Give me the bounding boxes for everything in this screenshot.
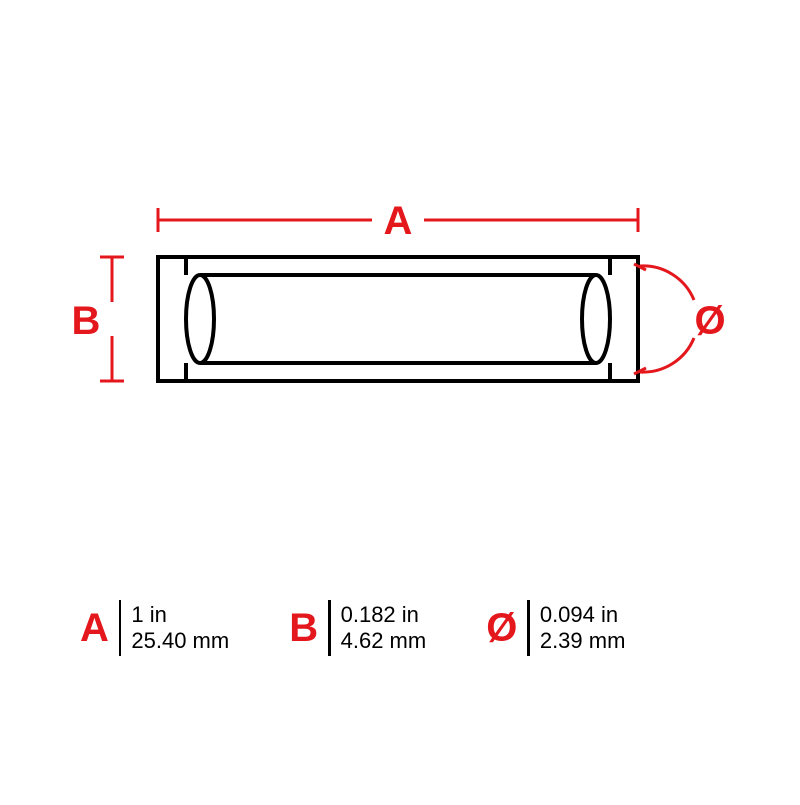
- legend-metric: 4.62 mm: [341, 628, 427, 654]
- dimension-diagram: A B Ø: [0, 0, 800, 800]
- cylinder-left-cap: [186, 275, 214, 363]
- legend-imperial: 0.094 in: [540, 602, 626, 628]
- dimension-diameter: Ø: [634, 264, 726, 374]
- legend-divider: [328, 600, 331, 656]
- legend-values: 0.182 in 4.62 mm: [341, 602, 427, 655]
- legend-values: 1 in 25.40 mm: [131, 602, 229, 655]
- legend-values: 0.094 in 2.39 mm: [540, 602, 626, 655]
- legend-item-diameter: Ø 0.094 in 2.39 mm: [486, 600, 625, 656]
- diagram-svg: A B Ø: [0, 0, 800, 800]
- dimension-a-label: A: [384, 199, 413, 243]
- legend-metric: 25.40 mm: [131, 628, 229, 654]
- legend-divider: [119, 600, 122, 656]
- legend-imperial: 0.182 in: [341, 602, 427, 628]
- legend-divider: [527, 600, 530, 656]
- cylinder-right-cap: [582, 275, 610, 363]
- legend: A 1 in 25.40 mm B 0.182 in 4.62 mm Ø 0.0…: [80, 600, 720, 656]
- legend-item-b: B 0.182 in 4.62 mm: [289, 600, 426, 656]
- legend-label: B: [289, 608, 318, 648]
- legend-label: A: [80, 608, 109, 648]
- dimension-b-label: B: [72, 299, 101, 343]
- dimension-diameter-label: Ø: [694, 299, 725, 343]
- legend-label: Ø: [486, 608, 517, 648]
- dimension-a: A: [158, 199, 638, 243]
- legend-item-a: A 1 in 25.40 mm: [80, 600, 229, 656]
- dimension-b: B: [72, 257, 124, 381]
- legend-imperial: 1 in: [131, 602, 229, 628]
- legend-metric: 2.39 mm: [540, 628, 626, 654]
